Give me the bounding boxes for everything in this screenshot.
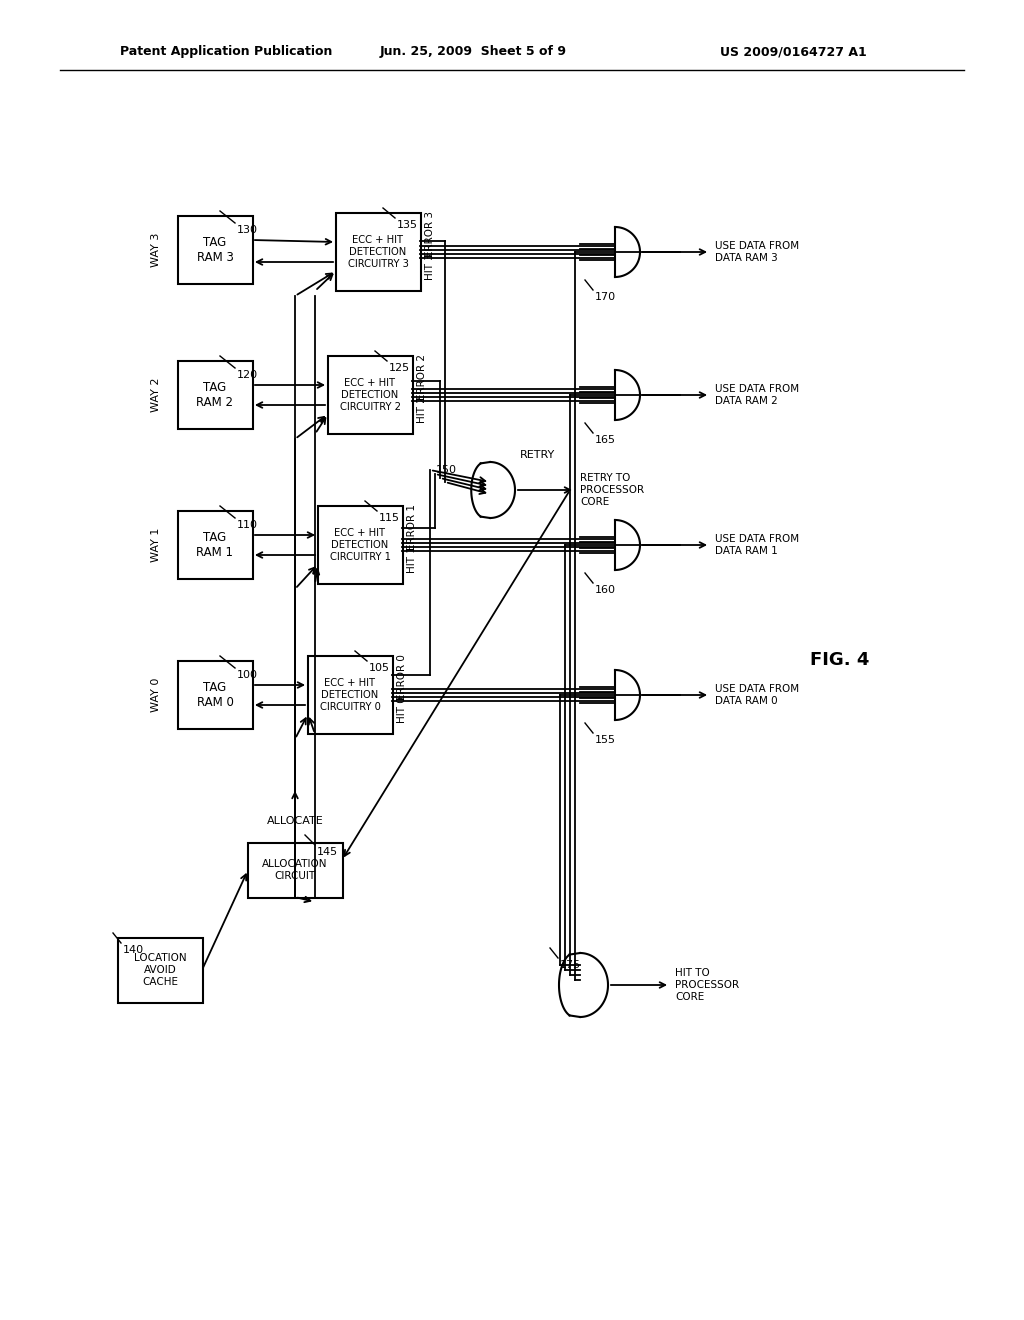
Text: 150: 150 xyxy=(436,465,457,475)
Text: HIT 1: HIT 1 xyxy=(407,546,417,573)
Text: 100: 100 xyxy=(237,671,258,680)
Text: 165: 165 xyxy=(595,436,616,445)
Bar xyxy=(178,511,253,579)
Bar xyxy=(178,661,253,729)
Bar xyxy=(308,656,393,734)
Text: TAG
RAM 3: TAG RAM 3 xyxy=(197,236,233,264)
Text: ECC + HIT
DETECTION
CIRCUITRY 2: ECC + HIT DETECTION CIRCUITRY 2 xyxy=(340,379,400,412)
Text: 170: 170 xyxy=(595,292,616,302)
Text: 125: 125 xyxy=(389,363,411,374)
Text: ERROR 0: ERROR 0 xyxy=(397,655,407,700)
Bar xyxy=(178,216,253,284)
Text: 175: 175 xyxy=(560,960,582,970)
Text: WAY 1: WAY 1 xyxy=(151,528,161,562)
Text: 130: 130 xyxy=(237,224,258,235)
Text: USE DATA FROM
DATA RAM 1: USE DATA FROM DATA RAM 1 xyxy=(715,535,799,556)
Text: FIG. 4: FIG. 4 xyxy=(810,651,869,669)
Text: WAY 2: WAY 2 xyxy=(151,378,161,412)
Text: TAG
RAM 1: TAG RAM 1 xyxy=(197,531,233,558)
Text: ALLOCATION
CIRCUIT: ALLOCATION CIRCUIT xyxy=(262,859,328,880)
Text: 120: 120 xyxy=(237,370,258,380)
Text: Jun. 25, 2009  Sheet 5 of 9: Jun. 25, 2009 Sheet 5 of 9 xyxy=(380,45,567,58)
Text: HIT 2: HIT 2 xyxy=(417,396,427,424)
Text: TAG
RAM 0: TAG RAM 0 xyxy=(197,681,233,709)
Text: 135: 135 xyxy=(397,220,418,230)
Bar xyxy=(318,506,403,583)
Text: Patent Application Publication: Patent Application Publication xyxy=(120,45,333,58)
Text: USE DATA FROM
DATA RAM 0: USE DATA FROM DATA RAM 0 xyxy=(715,684,799,706)
Text: ERROR 3: ERROR 3 xyxy=(425,211,435,257)
Text: RETRY: RETRY xyxy=(520,450,555,459)
Text: ERROR 2: ERROR 2 xyxy=(417,354,427,400)
Text: ALLOCATE: ALLOCATE xyxy=(266,816,324,826)
Text: 110: 110 xyxy=(237,520,258,531)
Bar xyxy=(118,939,203,1003)
Text: 105: 105 xyxy=(369,663,390,673)
Text: ECC + HIT
DETECTION
CIRCUITRY 3: ECC + HIT DETECTION CIRCUITRY 3 xyxy=(347,235,409,268)
Text: 140: 140 xyxy=(123,945,144,954)
Text: TAG
RAM 2: TAG RAM 2 xyxy=(197,381,233,409)
Text: ECC + HIT
DETECTION
CIRCUITRY 1: ECC + HIT DETECTION CIRCUITRY 1 xyxy=(330,528,390,561)
Bar xyxy=(178,360,253,429)
Text: HIT 3: HIT 3 xyxy=(425,253,435,280)
Text: US 2009/0164727 A1: US 2009/0164727 A1 xyxy=(720,45,866,58)
Bar xyxy=(328,356,413,434)
Text: 145: 145 xyxy=(317,847,338,857)
Bar xyxy=(336,213,421,290)
Text: HIT TO
PROCESSOR
CORE: HIT TO PROCESSOR CORE xyxy=(675,969,739,1002)
Bar xyxy=(248,843,343,898)
Text: WAY 0: WAY 0 xyxy=(151,677,161,713)
Text: WAY 3: WAY 3 xyxy=(151,232,161,267)
Text: ERROR 1: ERROR 1 xyxy=(407,504,417,550)
Text: HIT 0: HIT 0 xyxy=(397,697,407,723)
Text: 155: 155 xyxy=(595,735,616,744)
Text: ECC + HIT
DETECTION
CIRCUITRY 0: ECC + HIT DETECTION CIRCUITRY 0 xyxy=(319,678,381,711)
Text: RETRY TO
PROCESSOR
CORE: RETRY TO PROCESSOR CORE xyxy=(580,474,644,507)
Text: USE DATA FROM
DATA RAM 3: USE DATA FROM DATA RAM 3 xyxy=(715,242,799,263)
Text: LOCATION
AVOID
CACHE: LOCATION AVOID CACHE xyxy=(134,953,186,986)
Text: 160: 160 xyxy=(595,585,616,595)
Text: USE DATA FROM
DATA RAM 2: USE DATA FROM DATA RAM 2 xyxy=(715,384,799,405)
Text: 115: 115 xyxy=(379,513,400,523)
